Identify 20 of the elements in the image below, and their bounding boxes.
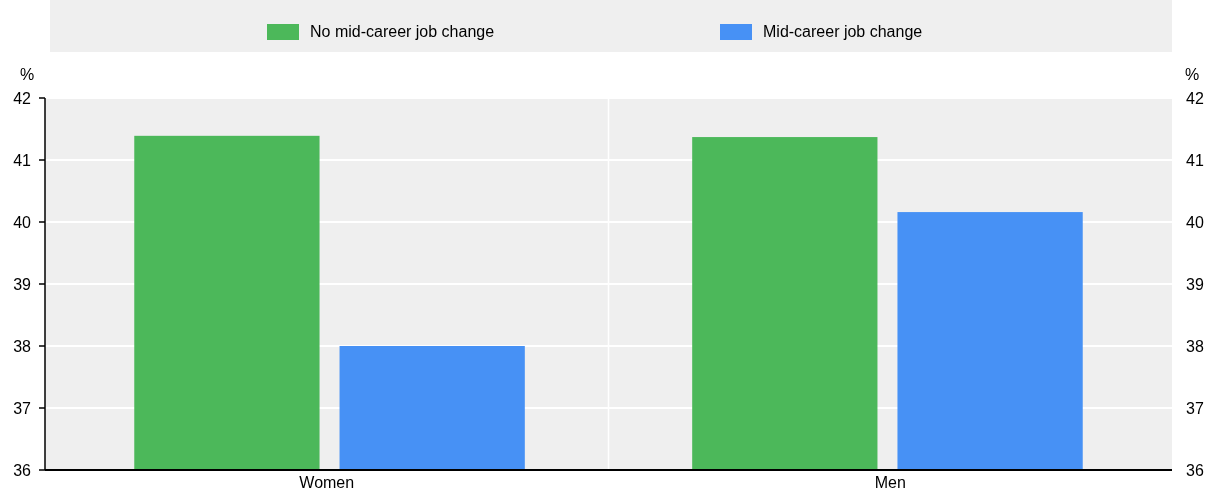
y2-tick-label: 39 [1186,275,1204,293]
y-tick-label: 40 [13,213,32,231]
y-tick-label: 41 [13,151,32,169]
x-tick-label: Women [299,474,355,491]
y-axis-title: % [19,66,35,83]
y2-tick-label: 41 [1186,151,1204,169]
legend-label: No mid-career job change [310,23,495,40]
y2-tick-label: 40 [1186,213,1204,231]
y2-tick-label: 38 [1186,337,1204,355]
y-tick-label: 38 [13,337,32,355]
legend-label: Mid-career job change [763,23,923,40]
y-tick-label: 37 [13,399,32,417]
y2-tick-label: 42 [1186,89,1204,107]
y2-tick-label: 37 [1186,399,1204,417]
y2-axis-title: % [1184,66,1200,83]
x-tick-label: Men [874,474,906,491]
y-tick-label: 39 [13,275,32,293]
y-tick-label: 36 [13,461,32,479]
y-tick-label: 42 [13,89,32,107]
y2-tick-label: 36 [1186,461,1204,479]
